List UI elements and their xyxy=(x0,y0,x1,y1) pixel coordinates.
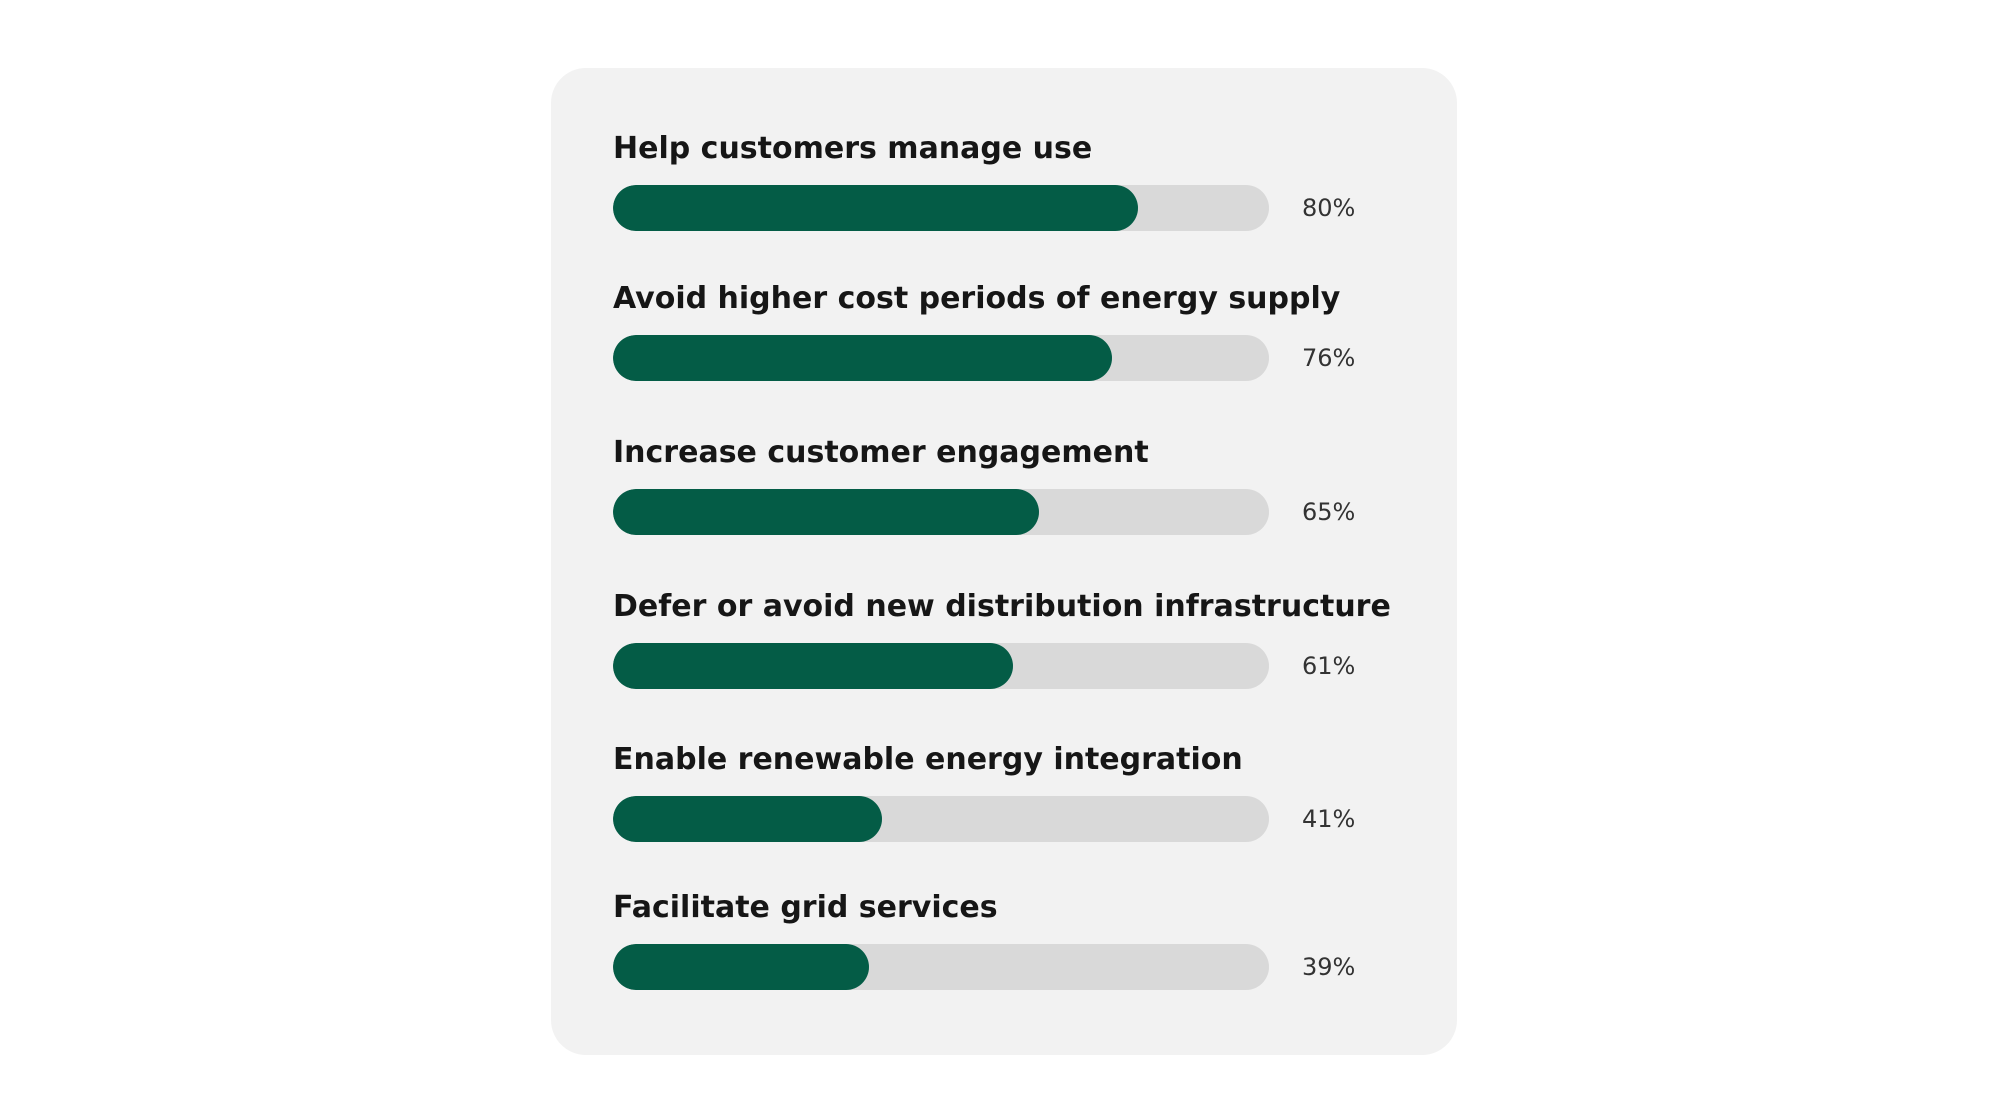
bar-value-label: 41% xyxy=(1302,805,1356,833)
bar-value-label: 80% xyxy=(1302,194,1356,222)
bar-label: Increase customer engagement xyxy=(613,435,1149,470)
bar-fill xyxy=(613,944,869,990)
bar-row: Avoid higher cost periods of energy supp… xyxy=(613,279,1413,399)
bar-row: Facilitate grid services 39% xyxy=(613,888,1413,1008)
bar-label: Enable renewable energy integration xyxy=(613,742,1243,777)
bar-row: Defer or avoid new distribution infrastr… xyxy=(613,587,1413,707)
bar-fill xyxy=(613,796,882,842)
bar-fill xyxy=(613,643,1013,689)
bar-value-label: 39% xyxy=(1302,953,1356,981)
bar-value-label: 61% xyxy=(1302,652,1356,680)
bar-label: Defer or avoid new distribution infrastr… xyxy=(613,589,1391,624)
bar-label: Avoid higher cost periods of energy supp… xyxy=(613,281,1341,316)
bar-fill xyxy=(613,489,1039,535)
bar-track xyxy=(613,796,1269,842)
bar-fill xyxy=(613,185,1138,231)
bar-track xyxy=(613,489,1269,535)
bar-label: Facilitate grid services xyxy=(613,890,998,925)
bar-label: Help customers manage use xyxy=(613,131,1093,166)
chart-card: Help customers manage use 80% Avoid high… xyxy=(551,68,1457,1055)
bar-track xyxy=(613,185,1269,231)
bar-row: Enable renewable energy integration 41% xyxy=(613,740,1413,860)
bar-track xyxy=(613,944,1269,990)
bar-track xyxy=(613,643,1269,689)
bar-fill xyxy=(613,335,1112,381)
bar-value-label: 76% xyxy=(1302,344,1356,372)
bar-row: Help customers manage use 80% xyxy=(613,129,1413,249)
bar-row: Increase customer engagement 65% xyxy=(613,433,1413,553)
bar-track xyxy=(613,335,1269,381)
bar-value-label: 65% xyxy=(1302,498,1356,526)
